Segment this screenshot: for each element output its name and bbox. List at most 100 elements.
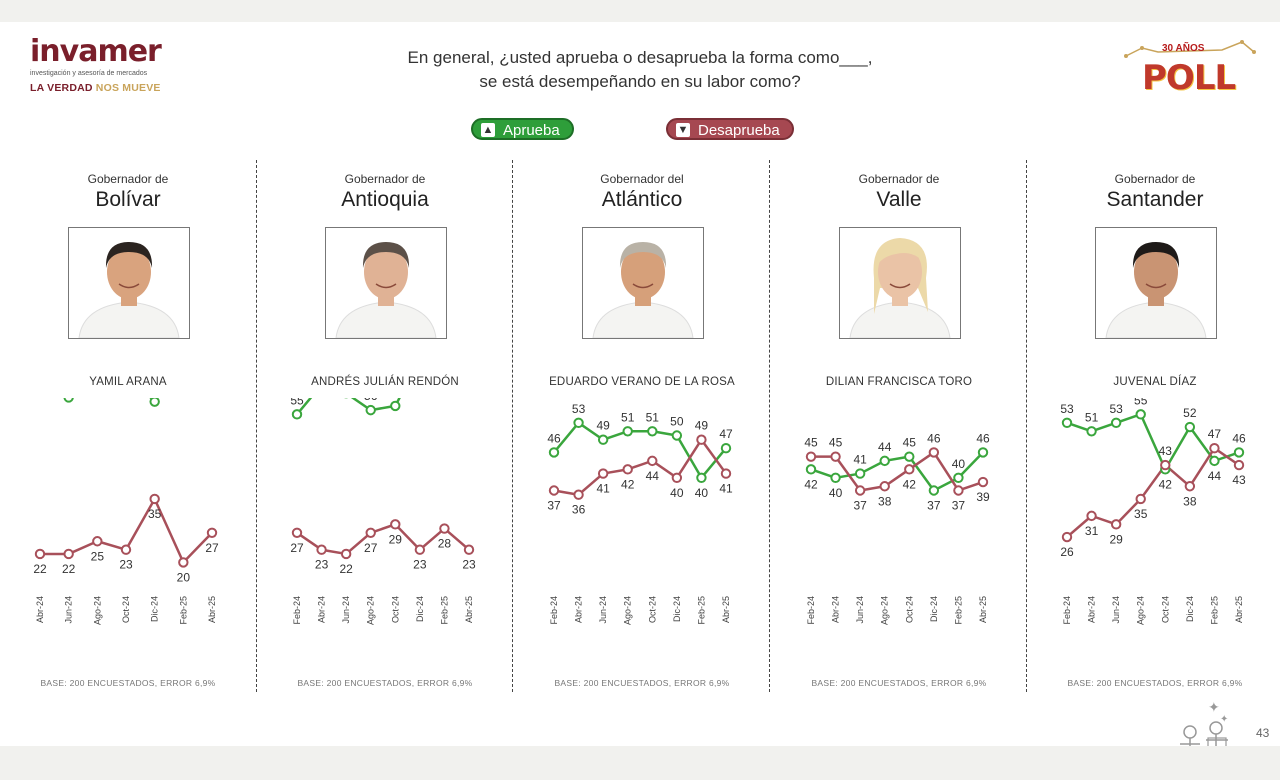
disapprove-point bbox=[647, 455, 658, 467]
data-label: 28 bbox=[438, 537, 452, 551]
panel-divider bbox=[1026, 160, 1027, 692]
disapprove-point bbox=[149, 493, 160, 505]
approval-line-chart: 53 51 53 55 42 52 44 46 26 31 29 35 43 38 47 43 Feb-24 Ab… bbox=[1060, 398, 1246, 625]
disapprove-point bbox=[439, 523, 450, 534]
data-label: 40 bbox=[670, 486, 684, 500]
approve-point bbox=[928, 485, 940, 496]
disapprove-point bbox=[622, 464, 633, 475]
poll-years: 30 AÑOS bbox=[1162, 43, 1205, 54]
disapprove-point bbox=[316, 544, 327, 555]
data-label: 40 bbox=[695, 486, 709, 500]
governor-role: Gobernador de bbox=[858, 172, 940, 186]
data-label: 35 bbox=[148, 507, 162, 521]
disapprove-point bbox=[291, 527, 303, 538]
data-label: 39 bbox=[976, 490, 990, 504]
legend-approve-label: Aprueba bbox=[503, 122, 560, 139]
x-tick-label: Abr-24 bbox=[317, 596, 327, 623]
data-label: 29 bbox=[1109, 532, 1123, 546]
svg-text:✦: ✦ bbox=[1220, 714, 1228, 725]
approve-point bbox=[696, 472, 707, 484]
data-label: 37 bbox=[927, 498, 941, 512]
svg-text:✦: ✦ bbox=[1208, 699, 1220, 715]
logo-tagline: LA VERDAD NOS MUEVE bbox=[30, 82, 190, 94]
data-label: 44 bbox=[1208, 469, 1222, 483]
governor-panel: Gobernador de Bolívar YAMIL ARANA BASE: 200… bbox=[0, 160, 256, 692]
x-tick-label: Jun-24 bbox=[64, 596, 74, 624]
x-tick-label: Oct-24 bbox=[647, 596, 657, 623]
disapprove-point bbox=[414, 544, 426, 555]
department-name: Santander bbox=[1106, 188, 1204, 211]
tagline-part-b: NOS MUEVE bbox=[95, 82, 161, 94]
disapprove-series-line bbox=[811, 451, 984, 492]
data-label: 50 bbox=[670, 415, 684, 429]
data-label: 51 bbox=[621, 410, 635, 424]
panel-divider bbox=[769, 160, 770, 692]
governor-role: Gobernador de bbox=[1114, 172, 1196, 186]
governor-panel: Gobernador de Antioquia ANDRÉS JULIÁN REND… bbox=[257, 160, 513, 692]
data-label: 43 bbox=[1159, 444, 1173, 458]
x-tick-label: Feb-24 bbox=[549, 596, 559, 625]
data-label: 49 bbox=[695, 419, 709, 433]
governor-role: Gobernador del bbox=[600, 172, 684, 186]
data-label: 23 bbox=[413, 558, 427, 572]
x-tick-label: Jun-24 bbox=[1111, 596, 1121, 624]
data-label: 44 bbox=[878, 440, 892, 454]
panel-divider bbox=[512, 160, 513, 692]
approve-point bbox=[573, 417, 584, 429]
data-label: 47 bbox=[719, 427, 733, 441]
disapprove-point bbox=[573, 489, 584, 500]
x-tick-label: Abr-24 bbox=[1087, 596, 1097, 623]
data-label: 47 bbox=[1208, 427, 1222, 441]
data-label: 27 bbox=[364, 541, 378, 555]
x-tick-label: Dic-24 bbox=[150, 596, 160, 622]
disapprove-point bbox=[63, 548, 74, 560]
data-label: 22 bbox=[62, 562, 76, 576]
approve-point bbox=[597, 434, 609, 445]
disapprove-point bbox=[463, 544, 475, 555]
panel-divider bbox=[256, 160, 257, 692]
bottom-band bbox=[0, 746, 1280, 780]
legend-disapprove: ▼ Desaprueba bbox=[666, 118, 794, 140]
disapprove-point bbox=[178, 557, 189, 568]
data-label: 52 bbox=[1183, 406, 1197, 420]
governor-panel: Gobernador del Atlántico EDUARDO VERANO DE… bbox=[514, 160, 770, 692]
governor-name: ANDRÉS JULIÁN RENDÓN bbox=[311, 376, 459, 388]
approve-point bbox=[805, 464, 817, 475]
data-label: 42 bbox=[804, 477, 818, 491]
data-label: 42 bbox=[1159, 477, 1173, 491]
disapprove-point bbox=[365, 527, 376, 538]
department-name: Valle bbox=[876, 188, 922, 211]
disapprove-point bbox=[206, 527, 218, 538]
data-label: 43 bbox=[1232, 473, 1246, 487]
x-tick-label: Ago-24 bbox=[92, 596, 102, 625]
disapprove-point bbox=[953, 485, 964, 496]
approve-point bbox=[647, 426, 658, 437]
poll-logo-stars bbox=[1124, 40, 1256, 58]
disapprove-point bbox=[879, 481, 890, 492]
thumbs-up-icon: ▲ bbox=[481, 123, 495, 137]
approve-point bbox=[953, 472, 964, 484]
approve-point bbox=[854, 468, 866, 479]
data-label: 46 bbox=[1232, 431, 1246, 445]
disapprove-point bbox=[1110, 519, 1122, 530]
page-number: 43 bbox=[1256, 726, 1270, 740]
data-label: 37 bbox=[853, 498, 867, 512]
governor-name: JUVENAL DÍAZ bbox=[1113, 376, 1197, 388]
data-label: 23 bbox=[119, 558, 133, 572]
data-label: 27 bbox=[205, 541, 219, 555]
x-tick-label: Oct-24 bbox=[904, 596, 914, 623]
data-label: 31 bbox=[1085, 524, 1099, 538]
sample-base-note: BASE: 200 ENCUESTADOS, ERROR 6,9% bbox=[554, 678, 730, 688]
approval-line-chart: 55626056576861622723222729232823Feb-24Ab… bbox=[290, 398, 476, 625]
slide: invamer investigación y asesoría de merc… bbox=[0, 22, 1280, 767]
data-label: 51 bbox=[1085, 410, 1099, 424]
data-label: 45 bbox=[903, 436, 917, 450]
x-tick-label: Abr-24 bbox=[35, 596, 45, 623]
data-label: 37 bbox=[952, 498, 966, 512]
x-tick-label: Feb-25 bbox=[1209, 596, 1219, 625]
data-label: 46 bbox=[976, 431, 990, 445]
data-label: 46 bbox=[927, 431, 941, 445]
governor-panel: Gobernador de Valle DILIAN FRANCISCA TORO B… bbox=[771, 160, 1027, 692]
governor-photo bbox=[68, 227, 190, 339]
disapprove-point bbox=[977, 476, 989, 488]
